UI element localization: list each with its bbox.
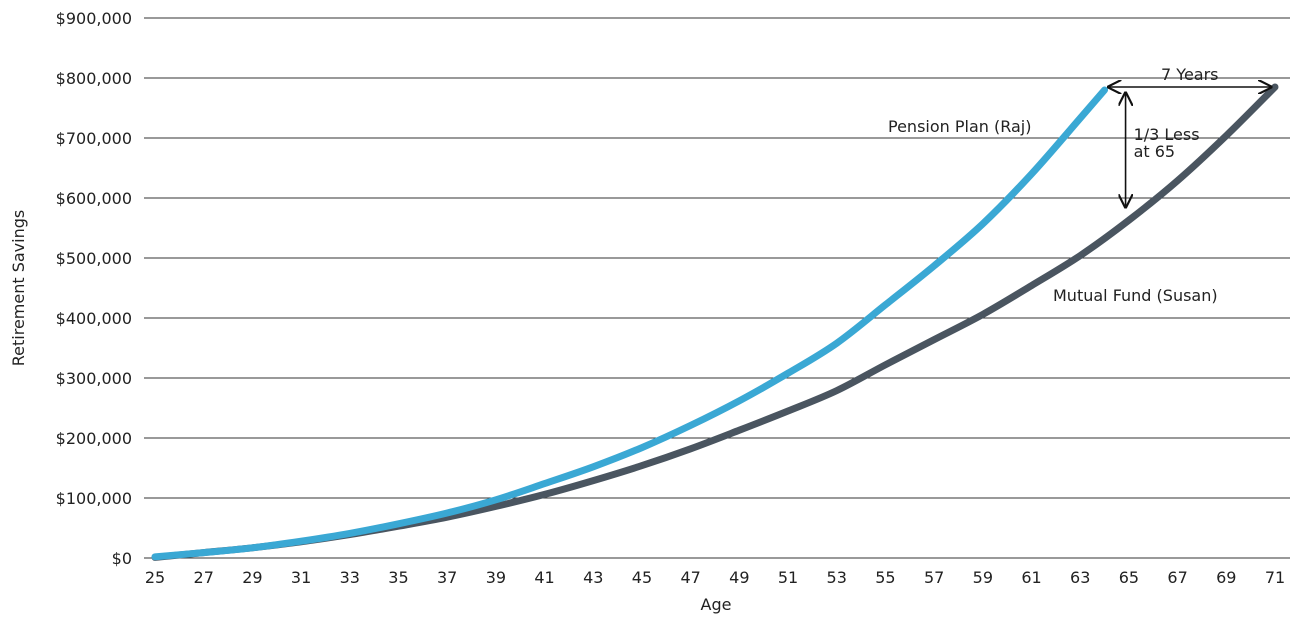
x-axis-title: Age	[701, 595, 732, 614]
y-tick-label: $500,000	[56, 249, 132, 268]
x-tick-label: 31	[291, 568, 311, 587]
x-tick-label: 69	[1216, 568, 1236, 587]
x-tick-label: 45	[632, 568, 652, 587]
x-tick-label: 39	[486, 568, 506, 587]
series-line-pension-plan	[151, 86, 1109, 561]
x-tick-label: 59	[973, 568, 993, 587]
x-tick-label: 55	[875, 568, 895, 587]
seven-years-label: 7 Years	[1161, 65, 1218, 84]
y-tick-label: $0	[112, 549, 132, 568]
series-layer	[151, 83, 1279, 561]
y-axis-title: Retirement Savings	[9, 210, 28, 366]
x-tick-label: 37	[437, 568, 457, 587]
y-tick-label: $900,000	[56, 9, 132, 28]
y-tick-label: $600,000	[56, 189, 132, 208]
series-label-mutual-fund: Mutual Fund (Susan)	[1053, 286, 1218, 305]
y-tick-label: $700,000	[56, 129, 132, 148]
x-tick-label: 25	[145, 568, 165, 587]
one-third-less-label-line1: 1/3 Less	[1134, 125, 1200, 144]
y-tick-label: $200,000	[56, 429, 132, 448]
x-tick-label: 51	[778, 568, 798, 587]
series-line-mutual-fund	[151, 83, 1279, 561]
x-tick-label: 67	[1167, 568, 1187, 587]
x-tick-label: 47	[680, 568, 700, 587]
x-tick-label: 63	[1070, 568, 1090, 587]
x-tick-label: 57	[924, 568, 944, 587]
x-tick-label: 43	[583, 568, 603, 587]
one-third-less-label-line2: at 65	[1134, 142, 1176, 161]
x-tick-label: 33	[340, 568, 360, 587]
x-tick-label: 61	[1021, 568, 1041, 587]
x-tick-label: 53	[827, 568, 847, 587]
y-tick-label: $400,000	[56, 309, 132, 328]
label-layer: $0 $100,000 $200,000 $300,000 $400,000 $500,0…	[9, 9, 1285, 614]
x-tick-label: 49	[729, 568, 749, 587]
x-tick-label: 27	[194, 568, 214, 587]
y-tick-label: $800,000	[56, 69, 132, 88]
y-tick-label: $300,000	[56, 369, 132, 388]
x-tick-label: 41	[534, 568, 554, 587]
y-tick-label: $100,000	[56, 489, 132, 508]
x-tick-label: 29	[242, 568, 262, 587]
series-label-pension-plan: Pension Plan (Raj)	[888, 117, 1031, 136]
grid-layer	[144, 17, 1290, 559]
x-tick-label: 65	[1119, 568, 1139, 587]
x-tick-label: 71	[1265, 568, 1285, 587]
x-tick-label: 35	[388, 568, 408, 587]
